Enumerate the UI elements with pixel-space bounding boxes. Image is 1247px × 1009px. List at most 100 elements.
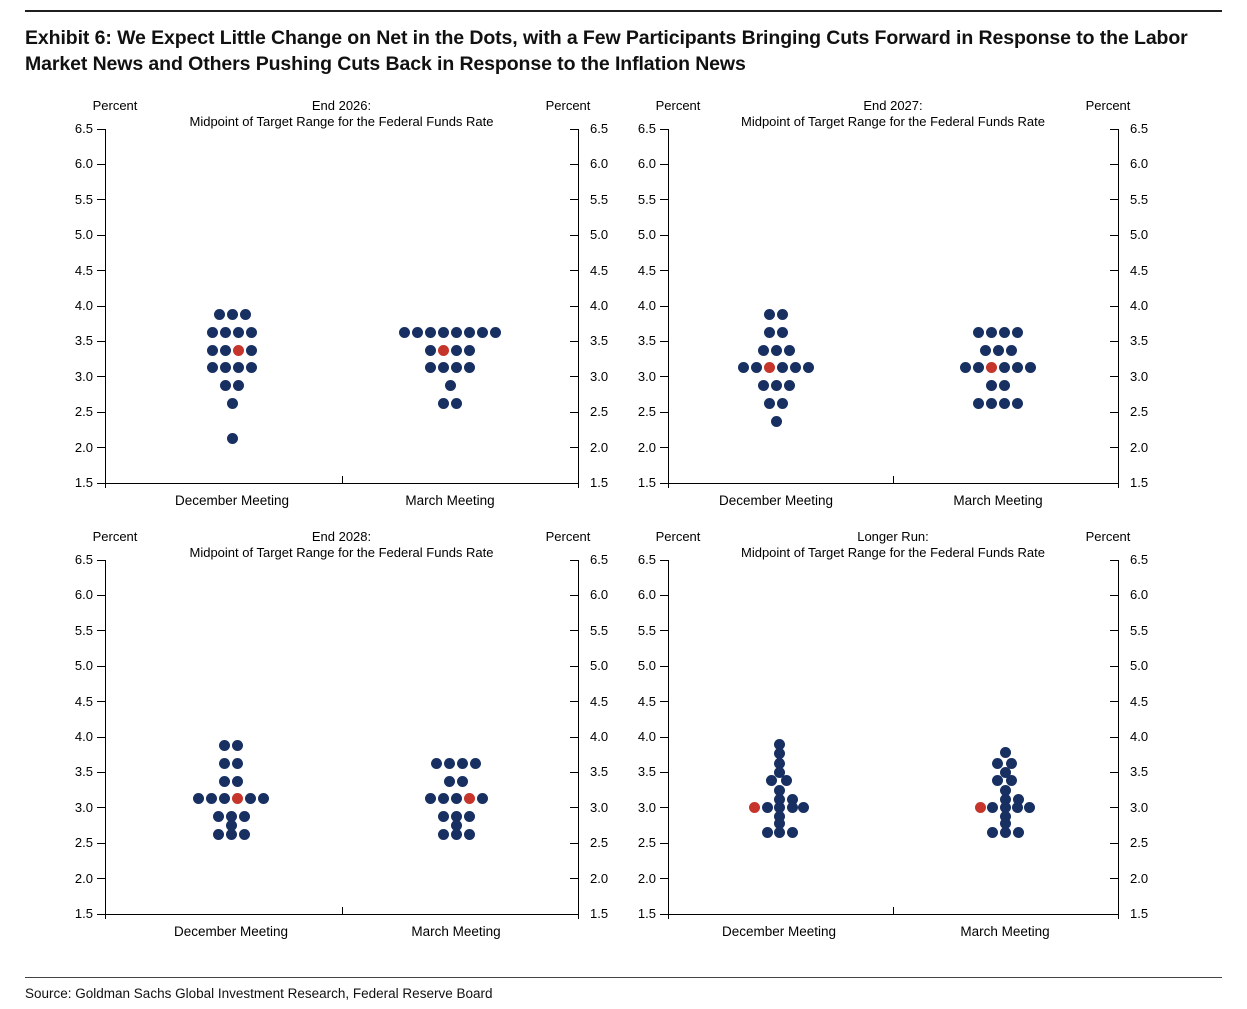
panel-subtitle: Midpoint of Target Range for the Federal… <box>741 114 1045 129</box>
y-tick-left <box>97 701 105 703</box>
dot <box>232 740 243 752</box>
dot <box>457 758 468 770</box>
y-tick-right <box>1110 482 1118 484</box>
dot <box>973 397 984 409</box>
y-tick-right <box>1110 736 1118 738</box>
dot <box>450 828 462 840</box>
y-tick-label-right: 5.5 <box>590 622 609 638</box>
y-tick-label-left: 5.5 <box>637 191 656 207</box>
median-dot <box>764 362 775 374</box>
y-tick-label-left: 6.5 <box>74 121 93 136</box>
dot <box>219 740 230 752</box>
y-tick-left <box>97 234 105 236</box>
x-axis-center-tick <box>341 907 343 914</box>
dot <box>773 827 785 839</box>
y-tick-label-left: 5.0 <box>74 227 93 243</box>
dot <box>220 380 231 392</box>
y-tick-label-left: 3.0 <box>74 799 93 815</box>
y-tick-left <box>97 411 105 413</box>
y-tick-label-left: 2.5 <box>74 835 93 851</box>
y-tick-right <box>1110 163 1118 165</box>
source-line: Source: Goldman Sachs Global Investment … <box>25 986 493 1001</box>
y-tick-label-right: 4.0 <box>1130 729 1149 744</box>
y-tick-left <box>660 913 668 915</box>
dot <box>773 817 785 829</box>
dot <box>757 344 769 356</box>
y-axis-unit-label-right: Percent <box>545 98 591 113</box>
dot <box>1012 362 1023 374</box>
dot <box>219 775 230 787</box>
dot <box>999 397 1010 409</box>
y-tick-right <box>570 736 578 738</box>
y-tick-label-right: 6.5 <box>590 552 609 567</box>
y-axis-right <box>578 129 579 488</box>
y-tick-right <box>570 305 578 307</box>
dot <box>780 775 792 787</box>
median-dot <box>463 793 475 805</box>
y-tick-label-right: 4.5 <box>1130 262 1149 278</box>
y-tick-right <box>570 482 578 484</box>
dot <box>438 327 449 339</box>
y-tick-label-left: 4.0 <box>74 729 93 744</box>
dot <box>444 775 455 787</box>
dot <box>999 327 1010 339</box>
y-tick-right <box>570 340 578 342</box>
dot <box>207 362 218 374</box>
dot <box>450 793 462 805</box>
bottom-rule <box>25 977 1222 978</box>
dot <box>463 828 475 840</box>
dot <box>212 828 224 840</box>
y-tick-label-right: 1.5 <box>1130 475 1149 490</box>
y-tick-right <box>570 234 578 236</box>
y-tick-left <box>660 234 668 236</box>
y-tick-right <box>1110 340 1118 342</box>
y-tick-label-right: 3.0 <box>590 799 609 815</box>
y-tick-label-right: 5.0 <box>1130 227 1149 243</box>
y-tick-label-right: 6.5 <box>1130 121 1149 136</box>
y-tick-right <box>1110 665 1118 667</box>
y-tick-left <box>97 305 105 307</box>
y-axis-unit-label-left: Percent <box>92 98 138 113</box>
y-tick-label-right: 2.5 <box>590 404 609 420</box>
x-axis-center-tick <box>893 476 894 483</box>
dot <box>245 793 256 805</box>
y-tick-right <box>570 665 578 667</box>
y-tick-label-right: 6.0 <box>590 156 609 172</box>
dot <box>738 362 749 374</box>
y-axis-unit-label-right: Percent <box>545 529 591 544</box>
y-tick-left <box>97 771 105 773</box>
y-tick-left <box>97 376 105 378</box>
y-tick-right <box>570 842 578 844</box>
y-tick-label-left: 5.5 <box>74 191 93 207</box>
dot <box>425 362 436 374</box>
dot <box>987 802 999 814</box>
dot <box>803 362 814 374</box>
dot <box>798 802 810 814</box>
dot <box>451 397 462 409</box>
y-axis-left <box>668 129 669 488</box>
y-tick-label-left: 2.0 <box>637 439 656 455</box>
dot <box>999 380 1010 392</box>
dot <box>476 793 488 805</box>
dot <box>777 362 788 374</box>
y-tick-label-left: 2.0 <box>637 870 656 886</box>
dot <box>233 380 244 392</box>
y-tick-label-right: 2.0 <box>1130 870 1149 886</box>
y-tick-label-left: 4.5 <box>74 262 93 278</box>
y-tick-label-right: 5.5 <box>1130 191 1149 207</box>
y-tick-label-right: 5.5 <box>1130 622 1149 638</box>
dot <box>773 766 785 778</box>
dot <box>1006 757 1017 769</box>
y-tick-left <box>660 665 668 667</box>
y-tick-left <box>97 594 105 596</box>
y-tick-left <box>660 340 668 342</box>
category-label: March Meeting <box>405 493 495 508</box>
dot <box>773 757 785 769</box>
dot <box>751 362 762 374</box>
y-tick-right <box>570 376 578 378</box>
category-label: March Meeting <box>960 924 1050 939</box>
y-axis-unit-label-left: Percent <box>655 529 701 544</box>
y-tick-left <box>97 482 105 484</box>
y-tick-label-left: 1.5 <box>637 906 656 921</box>
y-tick-left <box>97 736 105 738</box>
